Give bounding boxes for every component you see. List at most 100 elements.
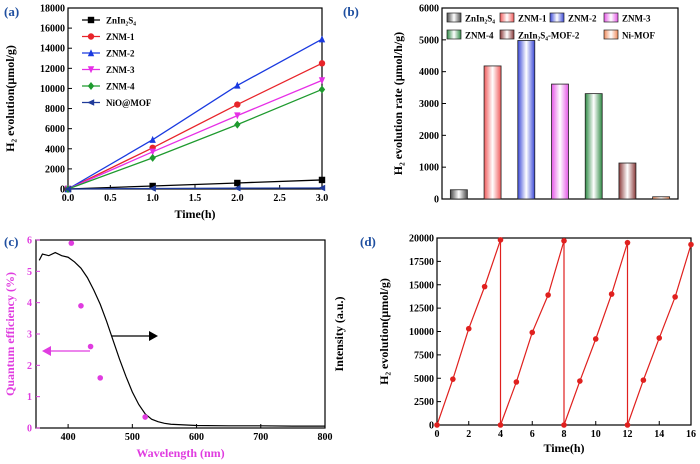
- data-point: [318, 176, 326, 184]
- data-point: [465, 325, 472, 332]
- y-tick-label: 2000: [45, 164, 65, 175]
- y-tick-label: 12500: [409, 304, 434, 315]
- x-tick-label: 14: [654, 429, 664, 440]
- legend-swatch: [446, 12, 462, 23]
- x-tick-label: 12: [623, 429, 633, 440]
- data-point: [318, 77, 326, 85]
- legend-entry: ZNM-1: [106, 32, 135, 42]
- y-tick-label: 5000: [419, 35, 439, 46]
- y-axis-label: H₂ evolution(μmol/g): [3, 45, 17, 152]
- series-line: [67, 79, 323, 190]
- y-tick-label: 5: [27, 267, 32, 278]
- legend-swatch: [499, 12, 515, 23]
- y-tick-label: 16000: [40, 24, 65, 35]
- x-tick-label: 3.0: [316, 193, 329, 204]
- legend-entry: NiO@MOF: [106, 98, 152, 108]
- y-tick-label: 18000: [40, 4, 65, 15]
- qe-point: [87, 343, 94, 350]
- y-tick-label: 0: [27, 424, 32, 435]
- x-tick-label: 16: [686, 429, 696, 440]
- panel-label-a: (a): [4, 4, 19, 19]
- cycle-line: [626, 244, 692, 426]
- x-tick-label: 1.0: [146, 193, 159, 204]
- qe-point: [97, 375, 104, 381]
- panel-c: (c) 400 500 600 700 800 0 1 2 3 4 5 6 Wavelength (nm…: [3, 234, 346, 460]
- x-tick-label: 700: [253, 432, 268, 443]
- y-tick-label: 2: [27, 361, 32, 372]
- legend-entry: ZNM-1: [518, 14, 547, 24]
- data-point: [640, 377, 647, 383]
- y-tick-label: 1000: [419, 163, 439, 174]
- data-point: [624, 422, 631, 428]
- legend-marker: [87, 49, 95, 57]
- x-axis-label: Time(h): [543, 441, 584, 455]
- bar: [483, 65, 502, 200]
- data-point: [148, 185, 156, 192]
- y-tick-label: 6000: [419, 4, 439, 15]
- y-tick-label: 20000: [409, 234, 434, 245]
- data-point: [592, 336, 599, 342]
- plot-frame: [35, 239, 326, 429]
- series-line: [67, 38, 323, 190]
- data-point: [318, 60, 326, 67]
- series-line: [67, 88, 323, 190]
- data-point: [318, 184, 326, 192]
- legend-swatch: [446, 29, 462, 40]
- x-axis-label: Wavelength (nm): [136, 446, 224, 460]
- x-tick-label: 0.0: [62, 193, 75, 204]
- y-tick-label: 0: [429, 421, 434, 432]
- absorption-curve: [38, 251, 325, 427]
- data-point: [149, 148, 156, 156]
- data-point: [672, 294, 678, 300]
- y-tick-label: 2000: [419, 131, 439, 142]
- x-tick-label: 2: [466, 429, 471, 440]
- x-tick-label: 4: [498, 429, 503, 440]
- y-tick-label: 8000: [45, 104, 65, 115]
- legend-entry: ZNM-4: [465, 31, 494, 41]
- x-tick-label: 2.0: [231, 193, 244, 204]
- cycle-line: [436, 239, 502, 426]
- data-point: [513, 379, 520, 385]
- legend-entry: ZnIn₂S₄: [106, 16, 136, 26]
- data-point: [234, 120, 241, 129]
- y-tick-label: 2500: [414, 397, 434, 408]
- y-tick-label: 10000: [409, 327, 434, 338]
- y-tick-label: 14000: [40, 44, 65, 55]
- series-line: [67, 187, 323, 190]
- panel-label-b: (b): [343, 4, 359, 19]
- legend-swatch: [499, 29, 515, 40]
- series-line: [67, 179, 323, 190]
- data-point: [234, 101, 241, 108]
- data-point: [656, 335, 663, 341]
- data-point: [608, 291, 615, 297]
- legend-entry: ZNM-3: [106, 65, 135, 75]
- x-tick-label: 8: [562, 429, 567, 440]
- y2-axis-label: Intensity (a.u.): [332, 296, 346, 371]
- data-point: [318, 35, 326, 43]
- series-line: [67, 62, 323, 190]
- data-point: [561, 422, 567, 428]
- legend-entry: ZNM-2: [106, 49, 135, 59]
- y-tick-label: 1: [27, 392, 32, 403]
- y-tick-label: 3000: [419, 99, 439, 110]
- arrow-left-head: [42, 346, 51, 356]
- panel-label-d: (d): [360, 234, 376, 249]
- legend-entry: ZnIn₂S₄: [465, 14, 495, 24]
- bar: [551, 83, 569, 200]
- data-point: [233, 184, 241, 192]
- y-tick-label: 4: [27, 298, 32, 309]
- panel-b: (b) 0 1000 2000 3000 4000 5000 6000 H₂ evolutio…: [343, 4, 679, 206]
- legend-marker: [87, 82, 95, 90]
- y-axis-label: H₂ evolution(μmol/g): [377, 278, 391, 385]
- x-tick-label: 2.5: [273, 193, 286, 204]
- data-point: [234, 179, 241, 187]
- x-tick-label: 0.5: [104, 193, 117, 204]
- x-tick-label: 800: [318, 432, 333, 443]
- legend-marker: [87, 33, 95, 40]
- legend-marker: [87, 16, 95, 24]
- x-tick-label: 500: [125, 432, 140, 443]
- y-tick-label: 4000: [419, 67, 439, 78]
- x-axis-label: Time(h): [174, 207, 215, 221]
- bar: [584, 93, 603, 200]
